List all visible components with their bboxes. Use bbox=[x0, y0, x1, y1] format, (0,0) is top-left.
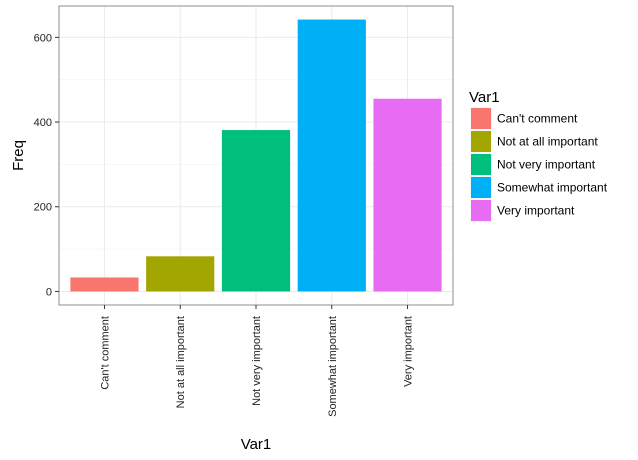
legend: Var1 Can't comment Not at all important No… bbox=[469, 89, 608, 223]
legend-label: Can't comment bbox=[497, 112, 578, 126]
y-axis: 0 200 400 600 bbox=[34, 32, 59, 298]
bar bbox=[70, 277, 139, 292]
legend-label: Not very important bbox=[497, 158, 596, 172]
legend-key bbox=[471, 131, 491, 152]
x-tick-label: Somewhat important bbox=[327, 316, 339, 417]
legend-key bbox=[471, 177, 491, 198]
legend-key bbox=[471, 200, 491, 221]
x-tick-label: Not at all important bbox=[175, 316, 187, 408]
legend-title: Var1 bbox=[469, 89, 500, 106]
x-tick-label: Very important bbox=[403, 316, 415, 387]
legend-key bbox=[471, 154, 491, 175]
y-axis-title: Freq bbox=[10, 140, 27, 171]
bar bbox=[146, 256, 215, 292]
y-tick-label: 600 bbox=[34, 32, 52, 44]
x-axis: Can't comment Not at all important Not ver… bbox=[99, 305, 415, 417]
legend-label: Not at all important bbox=[497, 135, 598, 149]
legend-label: Somewhat important bbox=[497, 181, 608, 195]
y-tick-label: 200 bbox=[34, 202, 52, 214]
bar bbox=[297, 19, 366, 292]
x-tick-label: Not very important bbox=[251, 316, 263, 406]
y-tick-label: 400 bbox=[34, 117, 52, 129]
y-tick-label: 0 bbox=[46, 286, 52, 298]
legend-key bbox=[471, 108, 491, 129]
x-tick-label: Can't comment bbox=[99, 316, 111, 390]
x-axis-title: Var1 bbox=[241, 436, 272, 453]
bar bbox=[221, 130, 291, 292]
bar bbox=[373, 98, 442, 292]
bars bbox=[70, 19, 442, 292]
legend-label: Very important bbox=[497, 204, 575, 218]
